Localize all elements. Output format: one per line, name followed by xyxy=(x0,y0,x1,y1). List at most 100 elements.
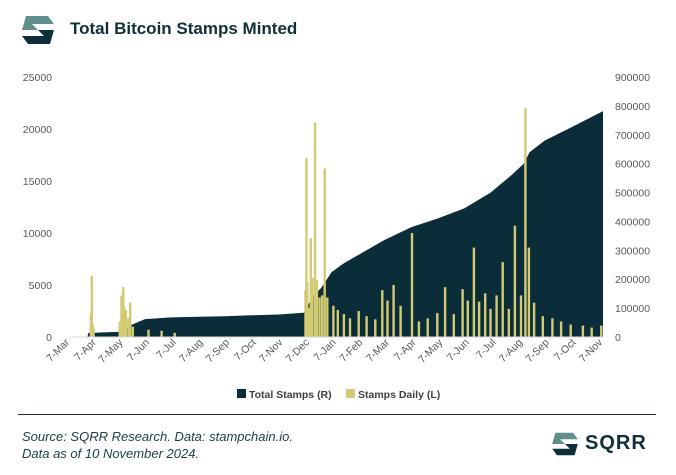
left-axis-tick-label: 20000 xyxy=(23,124,52,136)
x-axis-tick-label: 7-May xyxy=(416,336,446,366)
daily-stamps-bar xyxy=(551,318,554,337)
right-axis-tick-label: 300000 xyxy=(615,245,650,257)
daily-stamps-bar xyxy=(332,305,335,337)
sqrr-logo-icon xyxy=(22,16,54,44)
daily-stamps-bar xyxy=(501,262,504,337)
right-axis-tick-label: 600000 xyxy=(615,159,650,171)
daily-stamps-bar xyxy=(495,295,498,337)
left-axis-tick-label: 25000 xyxy=(23,72,52,84)
right-axis-tick-label: 400000 xyxy=(615,216,650,228)
x-axis-tick-label: 7-Aug xyxy=(177,337,205,365)
right-axis-tick-label: 900000 xyxy=(615,72,650,84)
daily-stamps-bar xyxy=(131,326,134,337)
chart-title: Total Bitcoin Stamps Minted xyxy=(70,19,298,38)
daily-stamps-bar xyxy=(118,321,121,337)
daily-stamps-bar xyxy=(392,285,395,337)
daily-stamps-bar xyxy=(399,305,402,337)
legend-label-daily: Stamps Daily (L) xyxy=(358,389,440,401)
right-axis-tick-label: 800000 xyxy=(615,101,650,113)
left-axis-tick-label: 0 xyxy=(46,332,52,344)
daily-stamps-bar xyxy=(527,247,531,337)
daily-stamps-bar xyxy=(147,329,150,337)
right-axis-tick-label: 0 xyxy=(615,332,621,344)
x-axis-tick-label: 7-Jun xyxy=(125,337,152,364)
legend-swatch-total xyxy=(237,389,246,398)
daily-stamps-bar xyxy=(466,300,469,337)
total-stamps-area xyxy=(70,111,603,337)
x-axis-tick-label: 7-Aug xyxy=(497,337,525,365)
left-axis-tick-label: 5000 xyxy=(29,280,53,292)
daily-stamps-bar xyxy=(120,295,123,337)
daily-stamps-bar xyxy=(313,122,317,337)
daily-stamps-bar xyxy=(472,247,476,337)
data-date-line: Data as of 10 November 2024. xyxy=(22,446,200,461)
source-line: Source: SQRR Research. Data: stampchain.… xyxy=(22,429,293,444)
daily-stamps-bar xyxy=(92,328,95,337)
x-axis-tick-label: 7-Jan xyxy=(312,337,339,364)
right-axis-tick-label: 100000 xyxy=(615,303,650,315)
daily-stamps-bar xyxy=(436,313,439,337)
x-axis-tick-label: 7-Jul xyxy=(154,337,179,362)
daily-stamps-bar xyxy=(524,108,527,337)
right-axis-tick-label: 500000 xyxy=(615,188,650,200)
daily-stamps-bar xyxy=(348,318,352,337)
daily-stamps-bar xyxy=(305,158,308,337)
brand-logo: SQRR xyxy=(549,426,659,462)
daily-stamps-bar xyxy=(410,233,414,337)
daily-stamps-bar xyxy=(559,321,563,337)
chart-area: 0 5000 10000 15000 20000 25000 0 100000 200000 30… xyxy=(23,72,650,401)
daily-stamps-bar xyxy=(443,287,447,337)
daily-stamps-bar xyxy=(127,318,130,337)
daily-stamps-bar xyxy=(90,275,93,337)
daily-stamps-bar xyxy=(461,289,464,337)
daily-stamps-bar xyxy=(318,297,321,337)
right-axis-tick-label: 200000 xyxy=(615,274,650,286)
x-axis-tick-label: 7-May xyxy=(96,336,126,366)
daily-stamps-bar xyxy=(365,316,368,337)
x-axis-tick-label: 7-Feb xyxy=(337,337,365,365)
daily-stamps-bar xyxy=(323,168,326,337)
x-axis-tick-label: 7-Nov xyxy=(577,336,606,365)
legend-swatch-daily xyxy=(346,389,355,398)
daily-stamps-bar xyxy=(532,302,536,337)
daily-stamps-bar xyxy=(541,316,544,337)
daily-stamps-bar xyxy=(386,300,389,337)
divider-line xyxy=(18,414,656,415)
daily-stamps-bar xyxy=(173,332,176,337)
daily-stamps-bar xyxy=(315,279,319,337)
source-note: Source: SQRR Research. Data: stampchain.… xyxy=(22,428,293,462)
brand-name: SQRR xyxy=(585,432,647,454)
x-axis-tick-label: 7-Dec xyxy=(284,337,312,365)
daily-stamps-bar xyxy=(426,318,429,337)
x-axis-tick-label: 7-Oct xyxy=(552,337,579,364)
daily-stamps-bar xyxy=(306,281,309,337)
daily-stamps-bar xyxy=(336,310,339,337)
x-axis-tick-label: 7-Jul xyxy=(474,337,499,362)
x-axis-tick-label: 7-Mar xyxy=(364,336,392,364)
daily-stamps-bar xyxy=(160,330,163,337)
sqrr-brand-icon xyxy=(552,432,578,456)
daily-stamps-bar xyxy=(600,325,603,337)
x-axis-tick-label: 7-Oct xyxy=(232,337,259,364)
left-axis-tick-label: 10000 xyxy=(23,228,52,240)
daily-stamps-bar xyxy=(519,295,523,337)
daily-stamps-bar xyxy=(452,314,455,337)
daily-stamps-bar xyxy=(374,319,377,337)
daily-stamps-bar xyxy=(311,277,314,337)
daily-stamps-bar xyxy=(513,225,517,337)
daily-stamps-bar xyxy=(122,305,126,337)
daily-stamps-bar xyxy=(581,325,585,337)
daily-stamps-bar xyxy=(326,297,329,337)
x-axis-tick-label: 7-Jun xyxy=(445,337,472,364)
legend-label-total: Total Stamps (R) xyxy=(249,389,332,401)
daily-stamps-bar xyxy=(590,327,593,337)
chart-header: Total Bitcoin Stamps Minted xyxy=(18,10,658,50)
daily-stamps-bar xyxy=(477,301,481,337)
right-axis-tick-label: 700000 xyxy=(615,130,650,142)
daily-stamps-bar xyxy=(357,311,360,337)
x-axis-tick-label: 7-Apr xyxy=(72,336,99,363)
daily-stamps-bar xyxy=(309,238,312,337)
x-axis-tick-label: 7-Nov xyxy=(257,336,286,365)
left-axis-tick-label: 15000 xyxy=(23,176,52,188)
daily-stamps-bar xyxy=(124,310,127,337)
